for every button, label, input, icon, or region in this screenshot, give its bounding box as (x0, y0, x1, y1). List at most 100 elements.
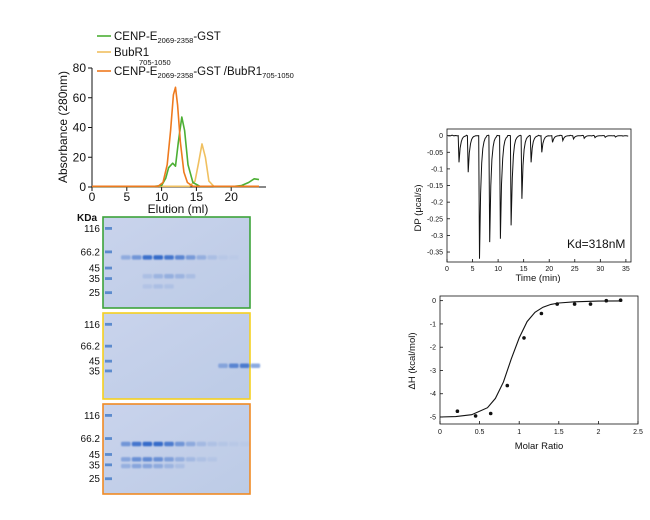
marker-band (105, 322, 112, 326)
legend-entry-complex: CENP-E2069-2358-GST /BubR1705-1050 (97, 66, 294, 80)
legend-complex-sub2: 705-1050 (262, 71, 294, 80)
protein-band (153, 441, 163, 447)
protein-band (196, 441, 207, 447)
itc-raw-trace (448, 134, 629, 259)
marker-band (105, 477, 112, 481)
isotherm-point (604, 298, 609, 303)
itc-isotherm: 0 -1 -2 -3 -4 -5 0 0.5 1 1.5 2 2.5 Molar Ratio ΔH … (407, 295, 643, 452)
protein-band (218, 441, 228, 447)
protein-band (153, 463, 163, 469)
isotherm-point (618, 298, 623, 303)
iso-x-tick-label: 0.5 (475, 429, 485, 436)
protein-band (207, 457, 217, 462)
protein-band (164, 463, 174, 469)
protein-band (153, 255, 163, 260)
protein-band (239, 363, 250, 368)
sec-y-ticks: 0 20 40 60 80 (73, 61, 92, 194)
legend-complex-tail: -GST /BubR1 (193, 66, 262, 78)
itc-dp-axis-label: DP (μcal/s) (413, 185, 424, 232)
isotherm-point (505, 383, 510, 388)
protein-band (121, 457, 131, 462)
marker-label: 66.2 (81, 342, 101, 353)
iso-y-tick-label: -3 (430, 368, 436, 375)
isotherm-point (455, 409, 460, 414)
marker-label: 35 (89, 460, 101, 471)
protein-band (185, 441, 196, 447)
protein-band (153, 284, 163, 289)
isotherm-point (522, 336, 526, 340)
gel-kda-label: KDa (77, 213, 97, 224)
itc-y-tick-label: -0.35 (427, 250, 443, 257)
legend-bubr1-main: BubR1 (114, 47, 149, 59)
itc-x-tick-label: 30 (596, 266, 604, 273)
protein-band (218, 363, 228, 368)
iso-x-tick-label: 1.5 (554, 429, 564, 436)
protein-band (175, 255, 185, 260)
itc-x-tick-label: 0 (445, 266, 449, 273)
protein-band (185, 457, 196, 462)
protein-band (142, 463, 153, 469)
protein-band (164, 274, 174, 279)
sds-page-gels: KDa 11666.245352511666.2453511666.245352… (77, 213, 261, 495)
marker-label: 116 (84, 411, 100, 422)
isotherm-point (555, 302, 559, 306)
iso-x-ticks: 0 0.5 1 1.5 2 2.5 (438, 421, 643, 436)
iso-y-tick-label: -1 (430, 321, 436, 328)
isotherm-point (473, 414, 478, 418)
itc-y-tick-label: -0.15 (427, 183, 443, 190)
isotherm-point (572, 302, 577, 306)
marker-label: 25 (89, 474, 101, 485)
marker-band (105, 453, 112, 456)
isotherm-point (539, 311, 544, 316)
legend-complex-main: CENP-E (114, 66, 158, 78)
marker-band (105, 266, 112, 270)
legend-bubr1-sub: 705-1050 (139, 58, 171, 67)
marker-label: 45 (89, 357, 101, 368)
protein-band (131, 457, 142, 462)
iso-x-tick-label: 0 (438, 429, 442, 436)
isotherm-points (455, 298, 623, 418)
sec-x-tick-label: 20 (225, 190, 239, 204)
marker-label: 116 (84, 224, 100, 235)
protein-band (207, 441, 217, 447)
itc-x-tick-label: 5 (471, 266, 475, 273)
itc-y-tick-label: -0.2 (431, 200, 443, 207)
gel-panel-frame (102, 312, 251, 400)
protein-band (121, 441, 131, 447)
itc-x-tick-label: 20 (545, 266, 553, 273)
marker-band (105, 359, 112, 363)
sec-y-axis-label: Absorbance (280nm) (56, 71, 70, 183)
marker-label: 45 (89, 450, 101, 461)
marker-band (105, 413, 112, 417)
marker-band (105, 250, 112, 254)
protein-band (196, 457, 207, 462)
protein-band (175, 274, 185, 279)
sec-x-tick-label: 10 (155, 190, 169, 204)
iso-y-tick-label: -2 (430, 345, 436, 352)
iso-x-tick-label: 2.5 (633, 429, 643, 436)
sec-y-tick-label: 60 (73, 91, 87, 105)
itc-isotherm-frame (439, 295, 639, 425)
itc-y-ticks: 0 -0.05 -0.1 -0.15 -0.2 -0.25 -0.3 -0.35 (427, 133, 450, 257)
marker-band (105, 463, 112, 467)
itc-thermogram: 0 -0.05 -0.1 -0.15 -0.2 -0.25 -0.3 -0.35 0 5 10 15… (413, 128, 632, 284)
protein-band (142, 284, 153, 289)
sec-x-tick-label: 15 (190, 190, 204, 204)
isotherm-point (588, 302, 593, 306)
legend-label-bubr1: BubR1 705-1050 (114, 47, 171, 67)
protein-band (131, 463, 142, 469)
legend-complex-sub: 2069-2358 (157, 71, 193, 80)
sec-x-axis-label: Elution (ml) (148, 202, 209, 216)
protein-band (164, 284, 174, 289)
iso-x-tick-label: 1 (517, 429, 521, 436)
legend-cenpe-sub: 2069-2358 (157, 36, 193, 45)
itc-time-axis-label: Time (min) (515, 273, 560, 284)
marker-band (105, 291, 112, 295)
sec-line-cenpe (92, 116, 260, 188)
gel-panel-frame (102, 403, 251, 495)
protein-band (121, 255, 131, 260)
marker-band (105, 437, 112, 440)
sec-line-complex (92, 86, 259, 188)
